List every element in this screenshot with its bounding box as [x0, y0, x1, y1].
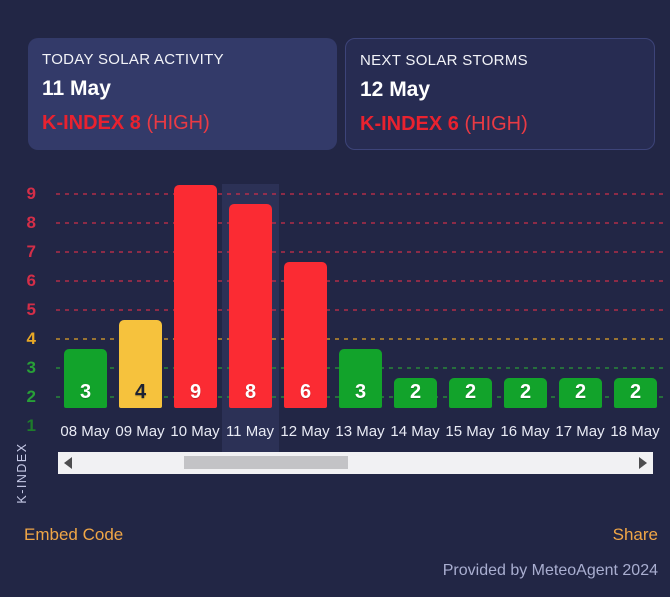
gridline-5: [56, 309, 668, 311]
embed-code-link[interactable]: Embed Code: [24, 525, 124, 544]
bar-value-18-may: 2: [629, 381, 642, 403]
bar-value-09-may: 4: [134, 381, 147, 403]
y-tick-label-9: 9: [26, 184, 36, 203]
bar-value-17-may: 2: [574, 381, 587, 403]
bar-value-08-may: 3: [79, 381, 92, 403]
bar-09-may[interactable]: 4: [119, 320, 162, 408]
bar-value-12-may: 6: [299, 381, 312, 403]
bar-14-may[interactable]: 2: [394, 378, 437, 408]
bar-value-13-may: 3: [354, 381, 367, 403]
y-tick-label-5: 5: [26, 300, 36, 319]
x-label-14-may: 14 May: [390, 423, 440, 440]
bar-11-may[interactable]: 8: [229, 204, 272, 408]
bar-12-may[interactable]: 6: [284, 262, 327, 408]
next-solar-storms-card: NEXT SOLAR STORMS 12 May K-INDEX 6 (HIGH…: [345, 38, 655, 150]
today-card-title: TODAY SOLAR ACTIVITY: [42, 51, 224, 68]
x-label-18-may: 18 May: [610, 423, 660, 440]
scroll-right-arrow-icon[interactable]: [639, 457, 647, 469]
y-axis-title: K-INDEX: [15, 442, 29, 504]
x-label-13-may: 13 May: [335, 423, 385, 440]
today-card-date: 11 May: [42, 77, 111, 100]
bar-13-may[interactable]: 3: [339, 349, 382, 408]
x-label-11-may: 11 May: [225, 423, 275, 440]
bar-08-may[interactable]: 3: [64, 349, 107, 408]
scroll-left-arrow-icon[interactable]: [64, 457, 72, 469]
next-kindex-value: K-INDEX 6: [360, 113, 459, 135]
x-label-15-may: 15 May: [445, 423, 495, 440]
chart-scrollbar[interactable]: [58, 452, 653, 474]
bar-15-may[interactable]: 2: [449, 378, 492, 408]
next-card-date: 12 May: [360, 78, 431, 101]
x-label-10-may: 10 May: [170, 423, 220, 440]
today-card-kindex-line: K-INDEX 8 (HIGH): [42, 112, 323, 135]
bar-value-11-may: 8: [244, 381, 257, 403]
bar-10-may[interactable]: 9: [174, 185, 217, 408]
gridline-7: [56, 251, 668, 253]
bar-17-may[interactable]: 2: [559, 378, 602, 408]
x-label-08-may: 08 May: [60, 423, 110, 440]
y-tick-label-2: 2: [26, 387, 36, 406]
y-tick-label-6: 6: [26, 271, 36, 290]
provided-by-caption: Provided by MeteoAgent 2024: [442, 562, 658, 579]
bar-value-10-may: 9: [189, 381, 202, 403]
y-tick-label-7: 7: [26, 242, 36, 261]
bar-value-16-may: 2: [519, 381, 532, 403]
x-label-16-may: 16 May: [500, 423, 550, 440]
bar-value-15-may: 2: [464, 381, 477, 403]
bar-18-may[interactable]: 2: [614, 378, 657, 408]
y-tick-label-3: 3: [26, 358, 36, 377]
next-kindex-severity: (HIGH): [464, 113, 528, 135]
gridline-9: [56, 193, 668, 195]
scrollbar-thumb[interactable]: [184, 456, 348, 469]
next-card-title: NEXT SOLAR STORMS: [360, 52, 528, 69]
today-solar-activity-card: TODAY SOLAR ACTIVITY 11 May K-INDEX 8 (H…: [28, 38, 337, 150]
today-kindex-severity: (HIGH): [146, 112, 210, 134]
gridline-6: [56, 280, 668, 282]
gridline-8: [56, 222, 668, 224]
share-link[interactable]: Share: [612, 525, 658, 544]
today-kindex-value: K-INDEX 8: [42, 112, 141, 134]
x-label-12-may: 12 May: [280, 423, 330, 440]
bar-16-may[interactable]: 2: [504, 378, 547, 408]
y-tick-label-1: 1: [26, 416, 36, 435]
y-tick-label-8: 8: [26, 213, 36, 232]
next-card-kindex-line: K-INDEX 6 (HIGH): [360, 113, 640, 136]
bar-value-14-may: 2: [409, 381, 422, 403]
x-label-17-may: 17 May: [555, 423, 605, 440]
x-label-09-may: 09 May: [115, 423, 165, 440]
y-tick-label-4: 4: [26, 329, 36, 348]
